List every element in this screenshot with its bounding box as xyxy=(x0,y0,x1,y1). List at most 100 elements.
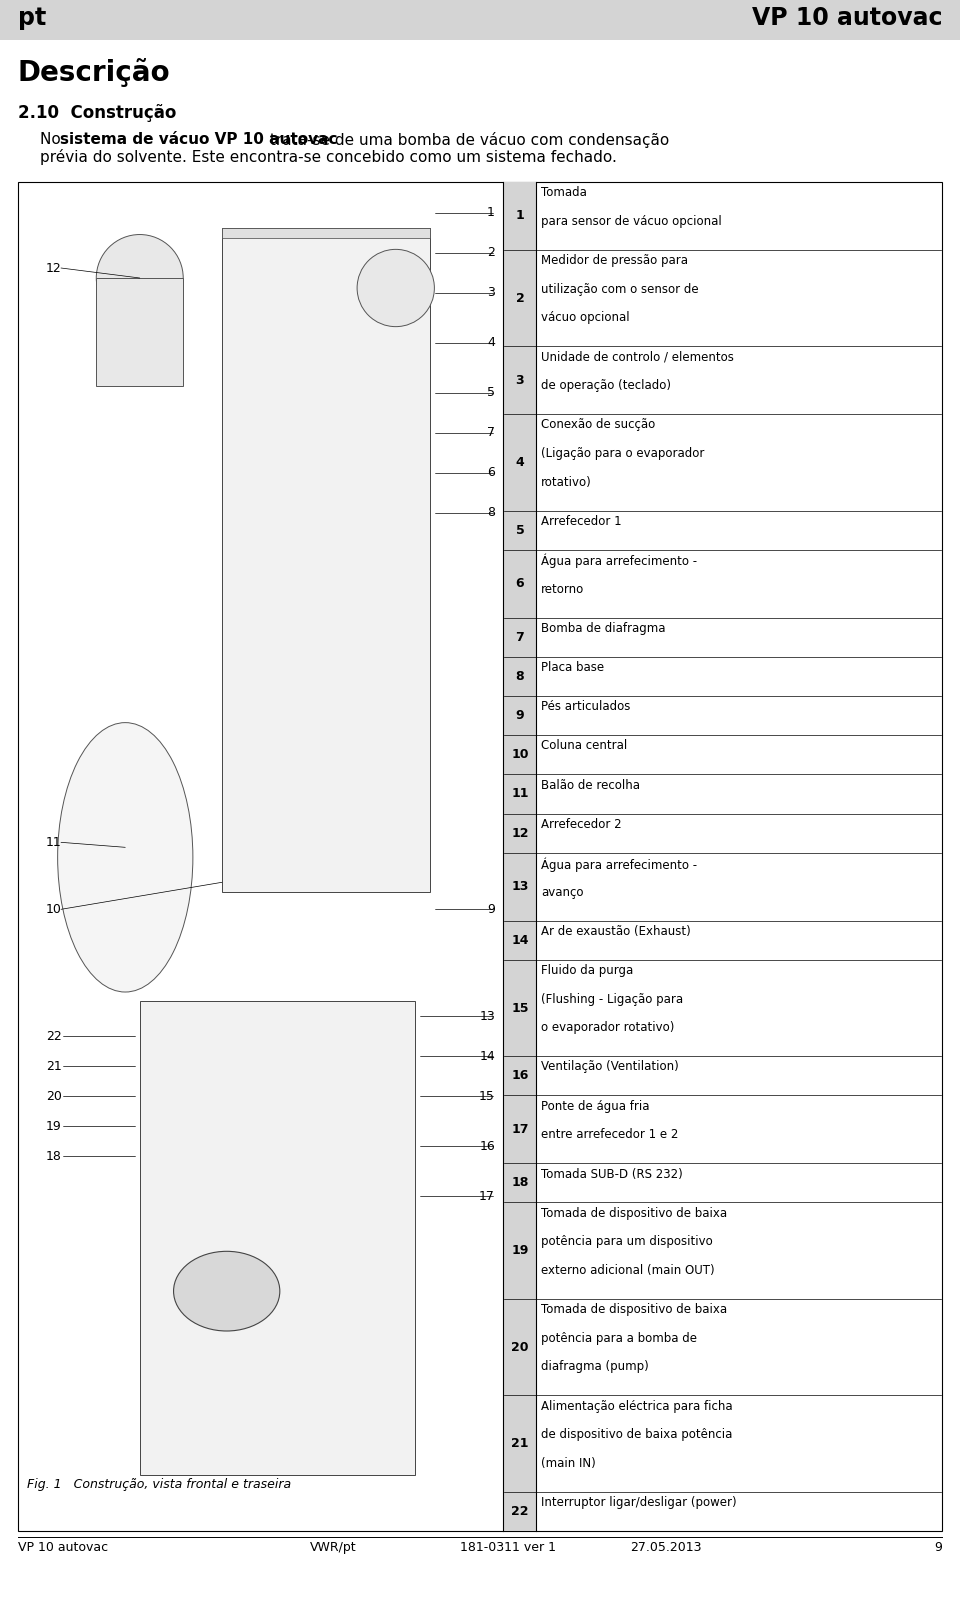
Text: 6: 6 xyxy=(516,577,524,590)
Text: VP 10 autovac: VP 10 autovac xyxy=(18,1541,108,1554)
Text: 7: 7 xyxy=(516,630,524,644)
Text: 8: 8 xyxy=(516,670,524,683)
Text: 5: 5 xyxy=(487,387,495,400)
Bar xyxy=(0,0,960,40)
Text: utilização com o sensor de: utilização com o sensor de xyxy=(541,283,699,296)
Text: Tomada SUB-D (RS 232): Tomada SUB-D (RS 232) xyxy=(541,1167,683,1180)
Text: pt: pt xyxy=(18,6,46,30)
Bar xyxy=(18,182,942,1530)
Bar xyxy=(504,1396,536,1492)
Text: 11: 11 xyxy=(46,836,61,849)
Text: VWR/pt: VWR/pt xyxy=(310,1541,356,1554)
Text: Fig. 1   Construção, vista frontal e traseira: Fig. 1 Construção, vista frontal e trase… xyxy=(27,1477,291,1490)
Text: vácuo opcional: vácuo opcional xyxy=(541,312,630,325)
Circle shape xyxy=(96,235,183,321)
Text: 22: 22 xyxy=(46,1030,61,1043)
Text: 15: 15 xyxy=(512,1001,529,1014)
Text: 9: 9 xyxy=(516,708,524,723)
Bar xyxy=(504,414,536,510)
Text: potência para a bomba de: potência para a bomba de xyxy=(541,1332,697,1345)
Text: 18: 18 xyxy=(512,1177,529,1190)
Bar xyxy=(504,1057,536,1095)
Text: o evaporador rotativo): o evaporador rotativo) xyxy=(541,1022,674,1035)
Ellipse shape xyxy=(174,1252,279,1330)
Bar xyxy=(504,657,536,696)
Text: 13: 13 xyxy=(479,1009,495,1023)
Text: 16: 16 xyxy=(479,1140,495,1153)
Text: de operação (teclado): de operação (teclado) xyxy=(541,379,671,392)
Bar xyxy=(504,852,536,921)
Text: (Ligação para o evaporador: (Ligação para o evaporador xyxy=(541,448,705,461)
Text: 2: 2 xyxy=(487,246,495,259)
Bar xyxy=(504,959,536,1057)
Text: Arrefecedor 1: Arrefecedor 1 xyxy=(541,515,622,528)
Text: Placa base: Placa base xyxy=(541,660,604,675)
Circle shape xyxy=(357,249,434,326)
Text: Ponte de água fria: Ponte de água fria xyxy=(541,1100,650,1113)
Text: para sensor de vácuo opcional: para sensor de vácuo opcional xyxy=(541,214,722,227)
Bar xyxy=(504,1164,536,1202)
Text: sistema de vácuo VP 10 autovac: sistema de vácuo VP 10 autovac xyxy=(60,133,338,147)
Text: 17: 17 xyxy=(512,1122,529,1135)
Text: Tomada de dispositivo de baixa: Tomada de dispositivo de baixa xyxy=(541,1207,727,1220)
Bar xyxy=(504,617,536,657)
Text: 8: 8 xyxy=(487,507,495,520)
Text: 1: 1 xyxy=(516,209,524,222)
Text: potência para um dispositivo: potência para um dispositivo xyxy=(541,1236,712,1249)
Bar xyxy=(222,229,429,238)
Text: 19: 19 xyxy=(46,1119,61,1132)
Text: (Flushing - Ligação para: (Flushing - Ligação para xyxy=(541,993,684,1006)
Text: 4: 4 xyxy=(487,336,495,350)
Text: Água para arrefecimento -: Água para arrefecimento - xyxy=(541,857,697,871)
Text: de dispositivo de baixa potência: de dispositivo de baixa potência xyxy=(541,1428,732,1441)
Bar xyxy=(504,921,536,959)
Text: entre arrefecedor 1 e 2: entre arrefecedor 1 e 2 xyxy=(541,1129,679,1142)
Text: Unidade de controlo / elementos: Unidade de controlo / elementos xyxy=(541,350,733,363)
Text: 15: 15 xyxy=(479,1089,495,1103)
Text: externo adicional (main OUT): externo adicional (main OUT) xyxy=(541,1263,714,1278)
Text: 17: 17 xyxy=(479,1190,495,1202)
Text: Tomada de dispositivo de baixa: Tomada de dispositivo de baixa xyxy=(541,1303,727,1316)
Text: 27.05.2013: 27.05.2013 xyxy=(630,1541,702,1554)
Bar xyxy=(504,550,536,617)
Bar xyxy=(504,347,536,414)
Text: Alimentação eléctrica para ficha: Alimentação eléctrica para ficha xyxy=(541,1399,732,1412)
Text: 3: 3 xyxy=(487,286,495,299)
Text: 13: 13 xyxy=(512,879,529,894)
Bar xyxy=(504,510,536,550)
Text: prévia do solvente. Este encontra-se concebido como um sistema fechado.: prévia do solvente. Este encontra-se con… xyxy=(40,149,617,165)
Text: 16: 16 xyxy=(512,1070,529,1083)
Bar xyxy=(504,774,536,814)
Text: 9: 9 xyxy=(934,1541,942,1554)
Text: 20: 20 xyxy=(46,1089,61,1103)
Text: 3: 3 xyxy=(516,374,524,387)
Text: Pés articulados: Pés articulados xyxy=(541,700,631,713)
Bar xyxy=(504,1202,536,1298)
Text: 1: 1 xyxy=(487,206,495,219)
Text: Fluido da purga: Fluido da purga xyxy=(541,964,634,977)
Text: Balão de recolha: Balão de recolha xyxy=(541,779,640,792)
Text: Conexão de sucção: Conexão de sucção xyxy=(541,419,656,432)
Text: 19: 19 xyxy=(512,1244,529,1257)
Text: 7: 7 xyxy=(487,427,495,440)
Bar xyxy=(504,1298,536,1396)
Text: 10: 10 xyxy=(46,903,61,916)
Text: Água para arrefecimento -: Água para arrefecimento - xyxy=(541,553,697,569)
Bar xyxy=(504,1095,536,1164)
Text: 11: 11 xyxy=(512,787,529,801)
Text: 14: 14 xyxy=(479,1049,495,1063)
Text: No: No xyxy=(40,133,65,147)
Text: Ar de exaustão (Exhaust): Ar de exaustão (Exhaust) xyxy=(541,924,691,939)
Text: Ventilação (Ventilation): Ventilação (Ventilation) xyxy=(541,1060,679,1073)
Bar xyxy=(140,1001,415,1474)
Text: 12: 12 xyxy=(46,262,61,275)
Text: 9: 9 xyxy=(487,903,495,916)
Text: rotativo): rotativo) xyxy=(541,475,591,489)
Text: Interruptor ligar/desligar (power): Interruptor ligar/desligar (power) xyxy=(541,1497,736,1509)
Text: avanço: avanço xyxy=(541,886,584,899)
Text: retorno: retorno xyxy=(541,582,585,595)
Text: 22: 22 xyxy=(512,1505,529,1517)
Text: VP 10 autovac: VP 10 autovac xyxy=(752,6,942,30)
Text: Tomada: Tomada xyxy=(541,185,587,200)
Text: 21: 21 xyxy=(512,1438,529,1450)
